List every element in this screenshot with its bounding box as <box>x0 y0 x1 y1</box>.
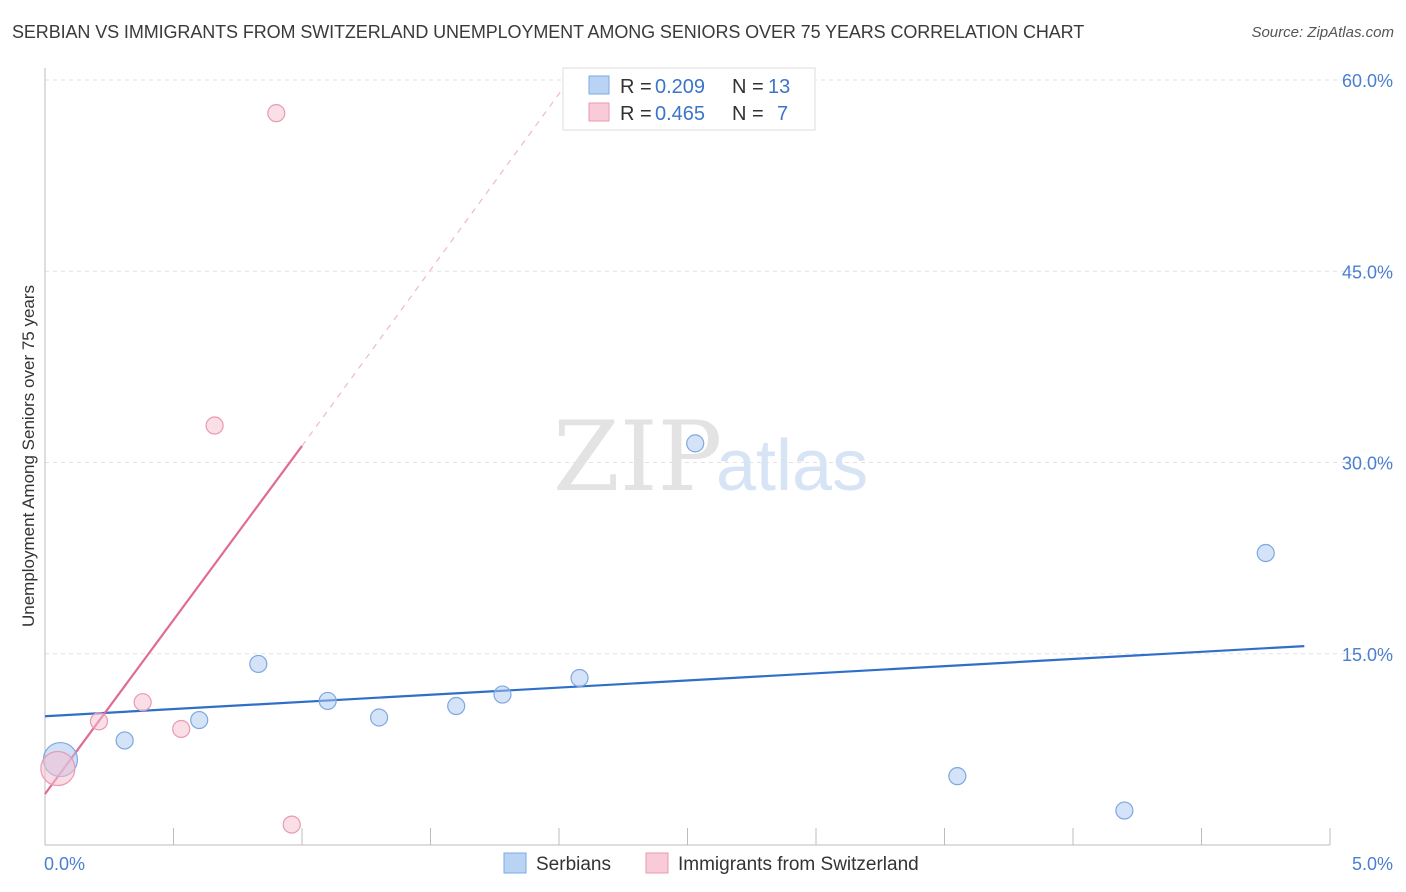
data-point-swiss <box>205 416 224 435</box>
trend-line-extension <box>301 75 573 447</box>
y-tick-label: 30.0% <box>1342 454 1393 474</box>
data-point-swiss <box>89 712 109 731</box>
legend-r-label: R = <box>620 103 652 125</box>
data-point-serbians <box>190 710 209 730</box>
chart-title: SERBIAN VS IMMIGRANTS FROM SWITZERLAND U… <box>12 22 1085 42</box>
legend-n-swiss: 7 <box>777 103 788 125</box>
trend-lines <box>44 75 1305 795</box>
legend-r-label: R = <box>620 76 652 98</box>
watermark: ZIP atlas <box>553 401 868 513</box>
correlation-legend: R = 0.209 N = 13 R = 0.465 N = 7 <box>562 67 816 131</box>
data-point-serbians <box>493 685 512 704</box>
legend-n-label: N = <box>732 103 764 125</box>
legend-r-serbians: 0.209 <box>655 76 705 98</box>
source-label: Source: ZipAtlas.com <box>1251 24 1394 41</box>
data-point-swiss <box>133 693 152 712</box>
x-tick-label: 0.0% <box>44 854 85 874</box>
x-tick-labels: 0.0% 5.0% <box>44 854 1393 874</box>
trend-line-swiss <box>44 445 303 795</box>
data-point-serbians <box>686 434 705 453</box>
data-point-serbians <box>115 731 134 750</box>
y-tick-labels: 15.0% 30.0% 45.0% 60.0% <box>1342 71 1393 665</box>
data-point-serbians <box>318 691 337 711</box>
bottom-legend-serbians: Serbians <box>536 854 611 875</box>
y-axis-label: Unemployment Among Seniors over 75 years <box>19 285 38 627</box>
series-legend: Serbians Immigrants from Switzerland <box>503 852 919 875</box>
data-point-swiss <box>40 750 76 787</box>
data-point-serbians <box>1115 801 1134 820</box>
data-point-serbians <box>570 668 589 688</box>
legend-swatch-swiss <box>588 102 610 122</box>
bottom-swatch-swiss <box>645 852 669 874</box>
data-point-serbians <box>370 708 389 727</box>
data-point-swiss <box>282 815 301 834</box>
y-tick-label: 15.0% <box>1342 645 1393 665</box>
bottom-swatch-serbians <box>503 852 527 874</box>
data-point-serbians <box>447 696 466 716</box>
watermark-atlas: atlas <box>716 426 868 506</box>
data-point-swiss <box>172 719 191 739</box>
y-tick-label: 60.0% <box>1342 71 1393 91</box>
bottom-legend-swiss: Immigrants from Switzerland <box>678 854 919 875</box>
trend-line-serbians <box>44 645 1305 718</box>
legend-r-swiss: 0.465 <box>655 103 705 125</box>
x-tick-label: 5.0% <box>1352 854 1393 874</box>
data-point-serbians <box>1256 543 1275 563</box>
data-points <box>40 104 1275 834</box>
gridlines <box>45 79 1395 655</box>
legend-swatch-serbians <box>588 75 610 95</box>
y-tick-label: 45.0% <box>1342 262 1393 282</box>
data-point-swiss <box>267 104 286 123</box>
data-point-serbians <box>948 767 967 786</box>
data-point-serbians <box>249 654 268 674</box>
legend-n-serbians: 13 <box>768 76 790 98</box>
watermark-zip: ZIP <box>553 401 722 513</box>
legend-n-label: N = <box>732 76 764 98</box>
